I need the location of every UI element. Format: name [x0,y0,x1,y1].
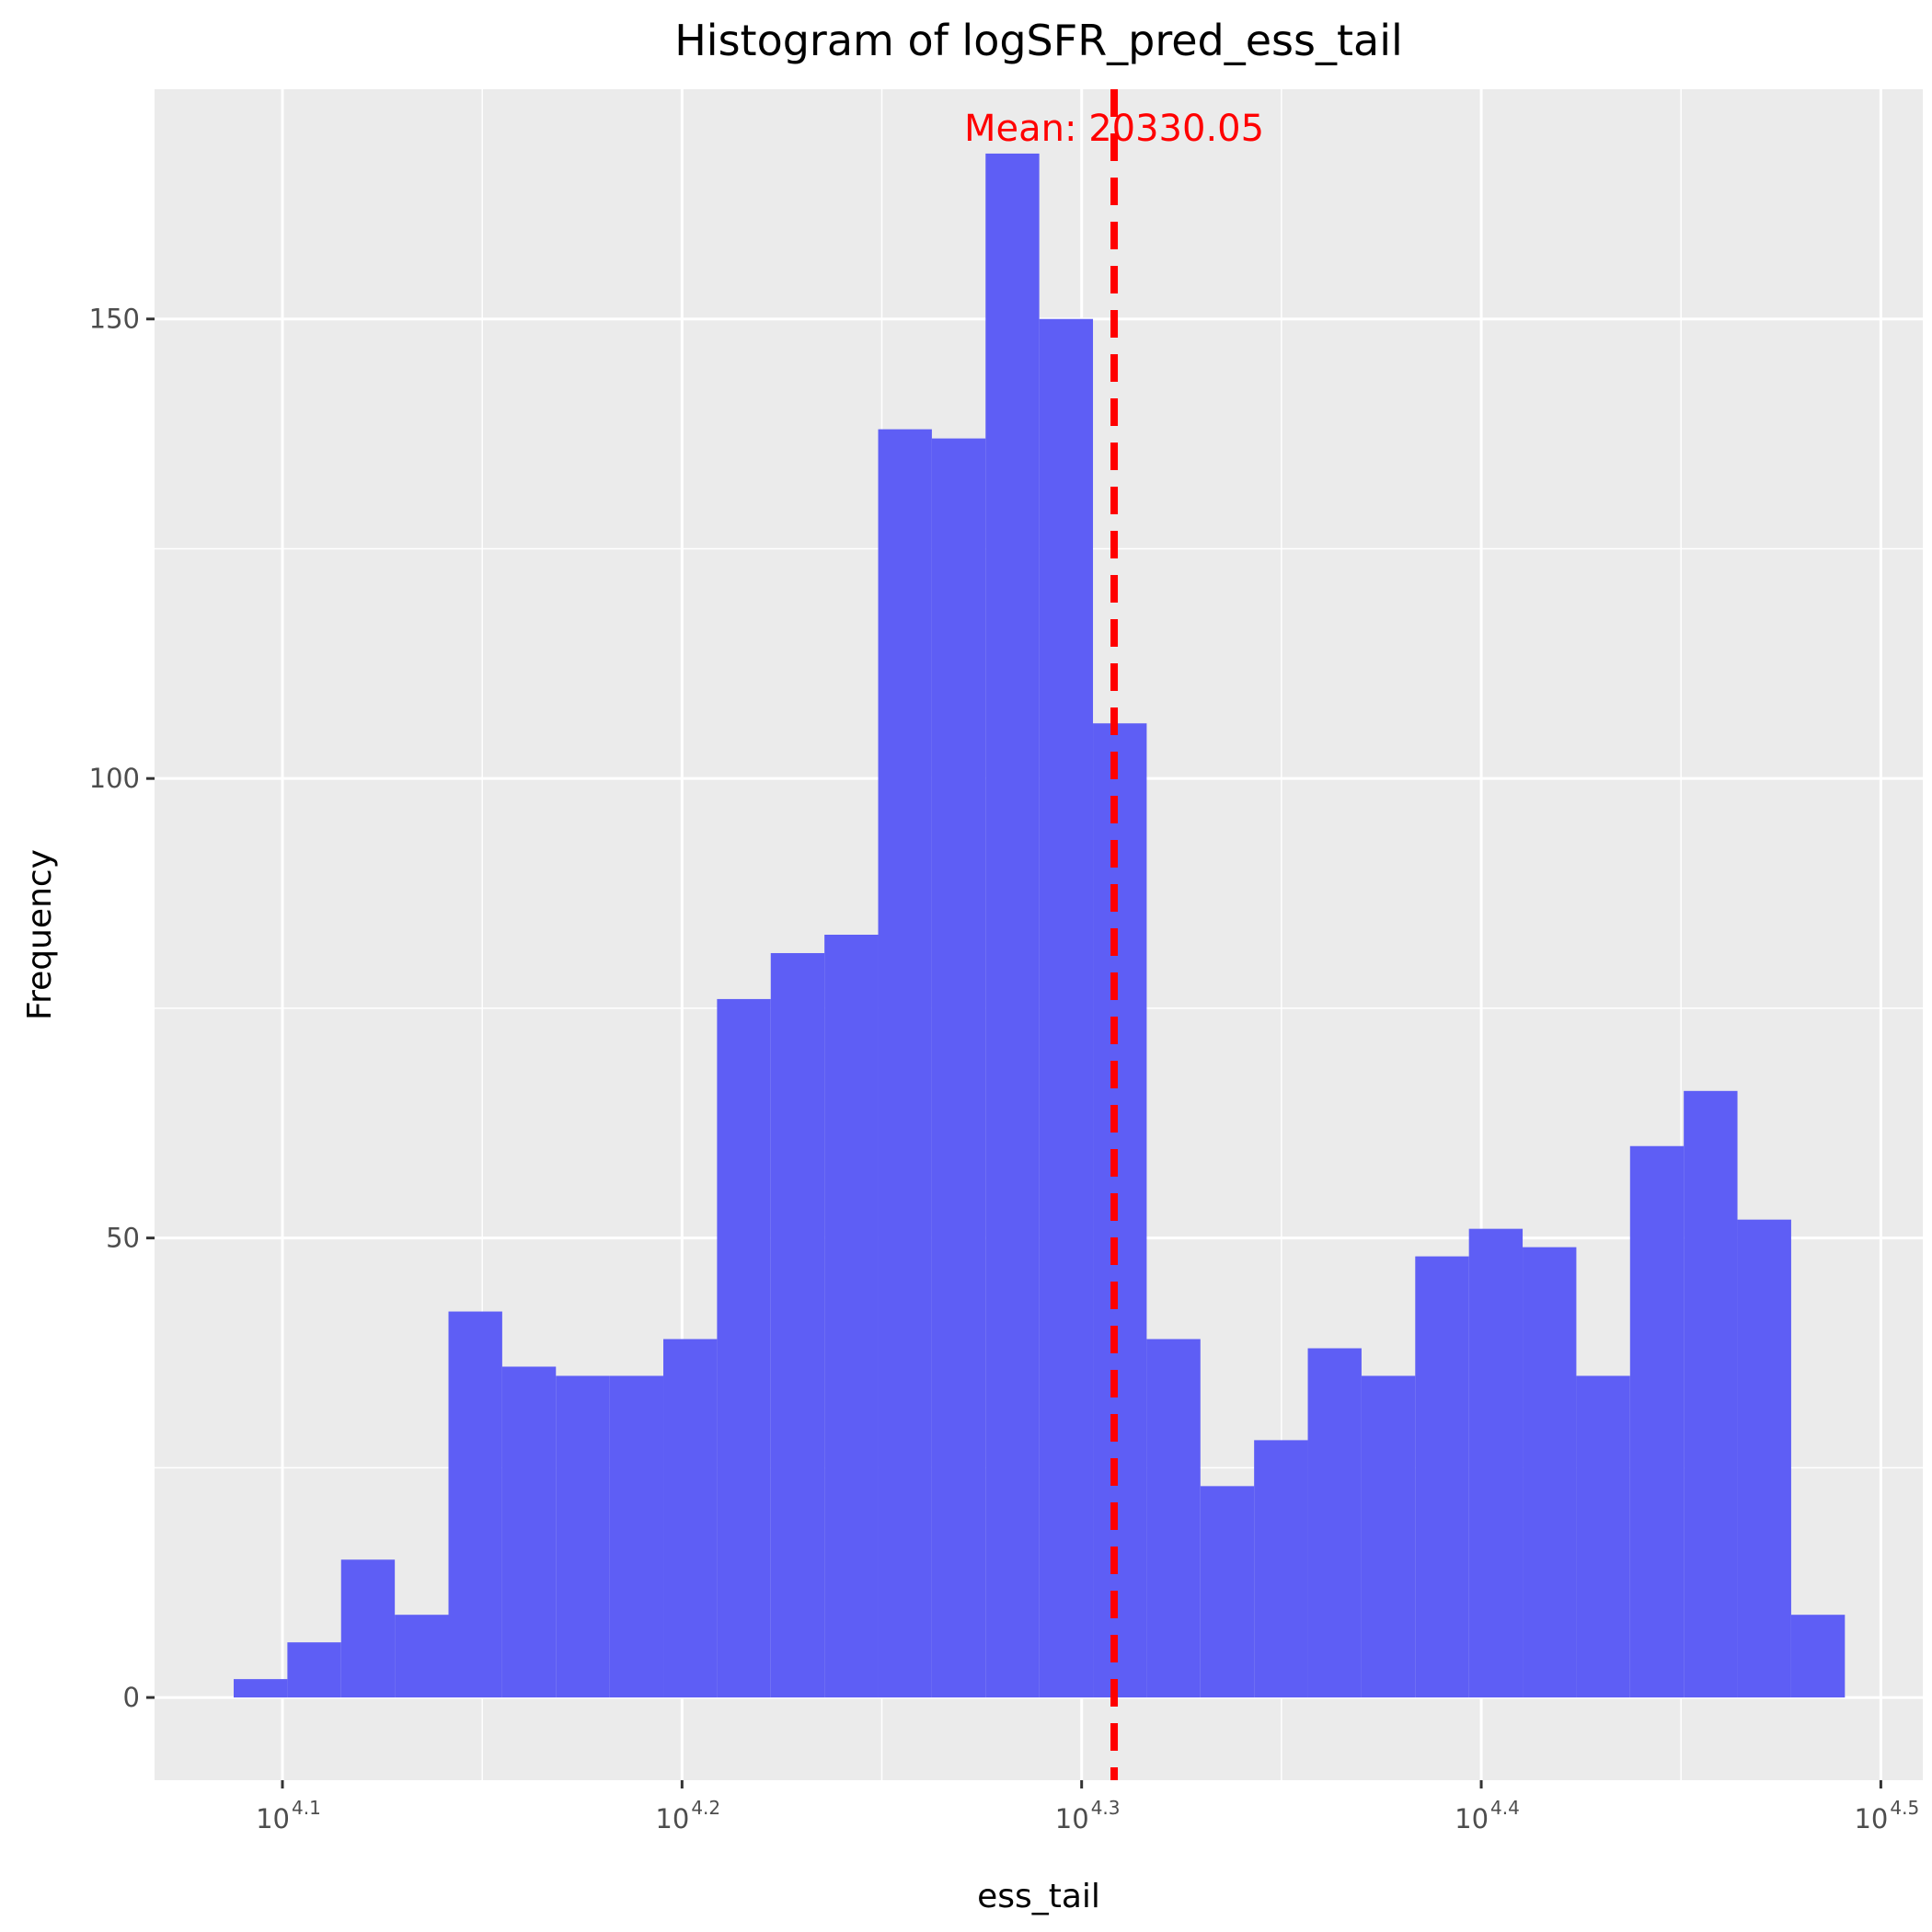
histogram-bar [878,429,932,1698]
histogram-bar [609,1375,664,1698]
y-tick-label: 150 [89,304,140,335]
histogram-bar [287,1642,341,1698]
histogram-bar [824,935,879,1698]
histogram-bar [985,153,1040,1698]
histogram-bar [1576,1375,1630,1698]
chart-title: Histogram of logSFR_pred_ess_tail [674,16,1403,65]
x-tick-label-base: 10 [256,1803,290,1834]
histogram-bar [1415,1256,1469,1698]
histogram-bars [234,153,1846,1698]
x-tick-label-base: 10 [655,1803,689,1834]
histogram-bar [663,1339,718,1698]
y-tick-label: 50 [106,1223,140,1254]
histogram-bar [1790,1615,1846,1698]
x-axis-title: ess_tail [977,1878,1100,1915]
histogram-bar [1629,1145,1685,1698]
mean-label: Mean: 20330.05 [964,108,1264,150]
histogram-bar [1523,1247,1577,1698]
histogram-bar [1039,318,1094,1698]
histogram-bar [1254,1440,1308,1698]
y-axis: 0 50 100 150 [89,304,155,1713]
x-tick-label-exponent: 4.3 [1091,1797,1121,1819]
x-tick-label-base: 10 [1055,1803,1089,1834]
histogram-bar [1093,723,1147,1698]
histogram-bar [717,998,771,1698]
y-axis-title: Frequency [21,849,59,1020]
histogram-bar [234,1679,288,1698]
y-tick-label: 0 [123,1682,140,1713]
histogram-bar [1200,1486,1255,1698]
histogram-bar [448,1311,502,1698]
histogram-bar [770,952,825,1698]
histogram-bar [395,1615,449,1698]
histogram-bar [1684,1090,1738,1698]
x-tick-label-exponent: 4.2 [691,1797,720,1819]
histogram-bar [1146,1339,1201,1698]
histogram-bar [340,1559,396,1698]
histogram-bar [1307,1348,1362,1698]
histogram-bar [556,1375,610,1698]
y-tick-label: 100 [89,763,140,794]
histogram-bar [1737,1219,1791,1698]
histogram-bar [1361,1375,1416,1698]
x-tick-label-exponent: 4.1 [292,1797,321,1819]
x-tick-label-exponent: 4.5 [1890,1797,1919,1819]
x-tick-label-exponent: 4.4 [1490,1797,1520,1819]
histogram-bar [501,1366,557,1698]
x-axis: 10 4.1 10 4.2 10 4.3 10 4.4 10 4.5 [256,1780,1919,1834]
x-tick-label-base: 10 [1455,1803,1489,1834]
histogram-bar [931,438,986,1698]
mean-annotation: Mean: 20330.05 [964,89,1264,1780]
x-tick-label-base: 10 [1854,1803,1888,1834]
histogram-bar [1468,1228,1524,1698]
